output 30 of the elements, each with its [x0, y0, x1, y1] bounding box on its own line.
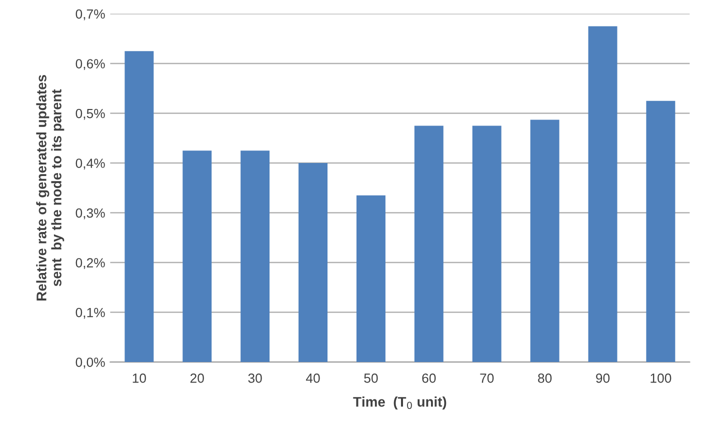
y-tick-label: 0,4% [76, 158, 105, 170]
y-tick-label: 0,6% [76, 59, 105, 70]
x-tick-label: 50 [364, 374, 378, 383]
y-axis-title: Relative rate of generated updates sent by the node to its parent [36, 75, 64, 300]
bar [240, 150, 270, 362]
y-tick-label: 0,5% [76, 108, 105, 120]
bar [472, 126, 502, 362]
x-tick-label: 80 [538, 374, 552, 383]
x-tick-label: 70 [480, 374, 494, 383]
bar [646, 100, 676, 362]
y-tick-label: 0,3% [76, 208, 105, 220]
bar [530, 120, 560, 362]
x-tick-label: 40 [306, 374, 320, 383]
y-tick-label: 0,2% [76, 258, 105, 270]
bar [588, 26, 618, 362]
bar [356, 195, 386, 362]
x-tick-label: 20 [190, 374, 204, 383]
x-tick-label: 10 [132, 374, 146, 383]
x-axis-title: Time (T$_{0}$ unit) [353, 396, 446, 410]
x-tick-label: 30 [248, 374, 262, 383]
bar [124, 51, 154, 362]
y-tick-label: 0,7% [76, 9, 105, 20]
bar [298, 163, 328, 362]
x-tick-label: 90 [596, 374, 610, 383]
x-tick-label: 100 [650, 374, 672, 383]
bar [182, 150, 212, 362]
y-tick-label: 0,1% [76, 308, 105, 319]
bar [414, 126, 444, 362]
y-tick-label: 0,0% [76, 358, 105, 369]
x-tick-label: 60 [422, 374, 436, 383]
